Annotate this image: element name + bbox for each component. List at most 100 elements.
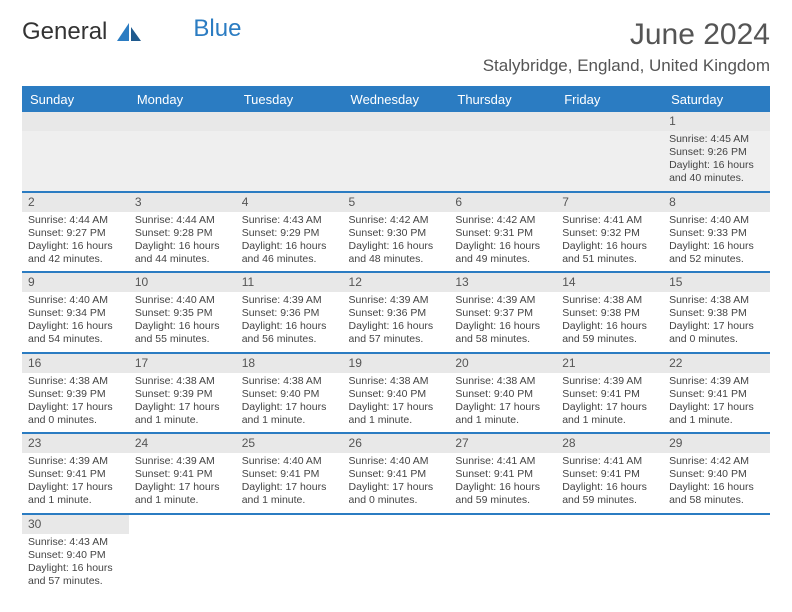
day-number: 13 bbox=[449, 273, 556, 292]
sunset-text: Sunset: 9:40 PM bbox=[28, 549, 123, 562]
daylight1-text: Daylight: 16 hours bbox=[562, 240, 657, 253]
daylight2-text: and 1 minute. bbox=[562, 414, 657, 427]
daylight2-text: and 56 minutes. bbox=[242, 333, 337, 346]
day-number: 26 bbox=[343, 434, 450, 453]
sunset-text: Sunset: 9:39 PM bbox=[28, 388, 123, 401]
weekday-header: Wednesday bbox=[343, 86, 450, 112]
day-number: 25 bbox=[236, 434, 343, 453]
day-number: 17 bbox=[129, 354, 236, 373]
day-number: 16 bbox=[22, 354, 129, 373]
sunset-text: Sunset: 9:30 PM bbox=[349, 227, 444, 240]
day-number: 28 bbox=[556, 434, 663, 453]
day-number: 12 bbox=[343, 273, 450, 292]
day-number: 19 bbox=[343, 354, 450, 373]
calendar-day-cell: 26Sunrise: 4:40 AMSunset: 9:41 PMDayligh… bbox=[343, 433, 450, 514]
day-number: 23 bbox=[22, 434, 129, 453]
calendar-day-cell: 30Sunrise: 4:43 AMSunset: 9:40 PMDayligh… bbox=[22, 514, 129, 594]
calendar-week-row: 1Sunrise: 4:45 AMSunset: 9:26 PMDaylight… bbox=[22, 112, 770, 192]
sunrise-text: Sunrise: 4:40 AM bbox=[349, 455, 444, 468]
day-number bbox=[129, 515, 236, 534]
calendar-day-cell: 18Sunrise: 4:38 AMSunset: 9:40 PMDayligh… bbox=[236, 353, 343, 434]
day-number: 27 bbox=[449, 434, 556, 453]
calendar-week-row: 23Sunrise: 4:39 AMSunset: 9:41 PMDayligh… bbox=[22, 433, 770, 514]
sunset-text: Sunset: 9:34 PM bbox=[28, 307, 123, 320]
day-number bbox=[22, 112, 129, 131]
weekday-header: Saturday bbox=[663, 86, 770, 112]
daylight2-text: and 48 minutes. bbox=[349, 253, 444, 266]
sunset-text: Sunset: 9:29 PM bbox=[242, 227, 337, 240]
day-number: 2 bbox=[22, 193, 129, 212]
sunset-text: Sunset: 9:41 PM bbox=[455, 468, 550, 481]
sunset-text: Sunset: 9:40 PM bbox=[669, 468, 764, 481]
daylight2-text: and 0 minutes. bbox=[28, 414, 123, 427]
daylight2-text: and 57 minutes. bbox=[349, 333, 444, 346]
day-number bbox=[556, 112, 663, 131]
calendar-day-cell: 23Sunrise: 4:39 AMSunset: 9:41 PMDayligh… bbox=[22, 433, 129, 514]
day-number bbox=[343, 112, 450, 131]
calendar-day-cell: 3Sunrise: 4:44 AMSunset: 9:28 PMDaylight… bbox=[129, 192, 236, 273]
daylight1-text: Daylight: 17 hours bbox=[28, 481, 123, 494]
daylight1-text: Daylight: 16 hours bbox=[669, 481, 764, 494]
sunrise-text: Sunrise: 4:45 AM bbox=[669, 133, 764, 146]
sunset-text: Sunset: 9:41 PM bbox=[562, 388, 657, 401]
sunrise-text: Sunrise: 4:41 AM bbox=[455, 455, 550, 468]
day-number: 29 bbox=[663, 434, 770, 453]
sunset-text: Sunset: 9:38 PM bbox=[669, 307, 764, 320]
calendar-day-cell: 17Sunrise: 4:38 AMSunset: 9:39 PMDayligh… bbox=[129, 353, 236, 434]
daylight1-text: Daylight: 16 hours bbox=[455, 481, 550, 494]
calendar-day-cell: 8Sunrise: 4:40 AMSunset: 9:33 PMDaylight… bbox=[663, 192, 770, 273]
daylight1-text: Daylight: 17 hours bbox=[135, 481, 230, 494]
calendar-day-cell: 29Sunrise: 4:42 AMSunset: 9:40 PMDayligh… bbox=[663, 433, 770, 514]
sunrise-text: Sunrise: 4:38 AM bbox=[349, 375, 444, 388]
calendar-day-cell: 21Sunrise: 4:39 AMSunset: 9:41 PMDayligh… bbox=[556, 353, 663, 434]
calendar-day-cell: 28Sunrise: 4:41 AMSunset: 9:41 PMDayligh… bbox=[556, 433, 663, 514]
sunrise-text: Sunrise: 4:38 AM bbox=[242, 375, 337, 388]
sunrise-text: Sunrise: 4:44 AM bbox=[28, 214, 123, 227]
calendar-day-cell: 11Sunrise: 4:39 AMSunset: 9:36 PMDayligh… bbox=[236, 272, 343, 353]
sunset-text: Sunset: 9:41 PM bbox=[135, 468, 230, 481]
calendar-day-cell: 16Sunrise: 4:38 AMSunset: 9:39 PMDayligh… bbox=[22, 353, 129, 434]
sunset-text: Sunset: 9:36 PM bbox=[349, 307, 444, 320]
weekday-header: Thursday bbox=[449, 86, 556, 112]
brand-part1: General bbox=[22, 18, 107, 46]
daylight2-text: and 46 minutes. bbox=[242, 253, 337, 266]
calendar-day-cell bbox=[556, 112, 663, 192]
daylight2-text: and 44 minutes. bbox=[135, 253, 230, 266]
weekday-header: Sunday bbox=[22, 86, 129, 112]
day-number bbox=[449, 112, 556, 131]
daylight2-text: and 59 minutes. bbox=[455, 494, 550, 507]
calendar-day-cell bbox=[449, 514, 556, 594]
daylight2-text: and 40 minutes. bbox=[669, 172, 764, 185]
sail-icon bbox=[115, 21, 143, 43]
daylight1-text: Daylight: 16 hours bbox=[242, 240, 337, 253]
daylight2-text: and 58 minutes. bbox=[669, 494, 764, 507]
calendar-day-cell: 19Sunrise: 4:38 AMSunset: 9:40 PMDayligh… bbox=[343, 353, 450, 434]
header: General Blue June 2024 Stalybridge, Engl… bbox=[22, 18, 770, 76]
calendar-day-cell bbox=[236, 514, 343, 594]
calendar-day-cell: 20Sunrise: 4:38 AMSunset: 9:40 PMDayligh… bbox=[449, 353, 556, 434]
calendar-body: 1Sunrise: 4:45 AMSunset: 9:26 PMDaylight… bbox=[22, 112, 770, 593]
calendar-day-cell: 10Sunrise: 4:40 AMSunset: 9:35 PMDayligh… bbox=[129, 272, 236, 353]
daylight1-text: Daylight: 17 hours bbox=[135, 401, 230, 414]
brand-logo: General Blue bbox=[22, 18, 241, 46]
calendar-day-cell: 22Sunrise: 4:39 AMSunset: 9:41 PMDayligh… bbox=[663, 353, 770, 434]
calendar-day-cell bbox=[129, 514, 236, 594]
day-number: 1 bbox=[663, 112, 770, 131]
sunset-text: Sunset: 9:38 PM bbox=[562, 307, 657, 320]
sunrise-text: Sunrise: 4:43 AM bbox=[242, 214, 337, 227]
title-month: June 2024 bbox=[483, 18, 770, 52]
sunset-text: Sunset: 9:40 PM bbox=[242, 388, 337, 401]
sunset-text: Sunset: 9:41 PM bbox=[669, 388, 764, 401]
calendar-day-cell bbox=[129, 112, 236, 192]
day-number: 21 bbox=[556, 354, 663, 373]
daylight1-text: Daylight: 16 hours bbox=[562, 320, 657, 333]
sunset-text: Sunset: 9:35 PM bbox=[135, 307, 230, 320]
day-number: 10 bbox=[129, 273, 236, 292]
calendar-day-cell: 2Sunrise: 4:44 AMSunset: 9:27 PMDaylight… bbox=[22, 192, 129, 273]
day-number: 5 bbox=[343, 193, 450, 212]
sunrise-text: Sunrise: 4:42 AM bbox=[455, 214, 550, 227]
sunrise-text: Sunrise: 4:38 AM bbox=[455, 375, 550, 388]
sunset-text: Sunset: 9:41 PM bbox=[562, 468, 657, 481]
daylight2-text: and 1 minute. bbox=[28, 494, 123, 507]
calendar-head: Sunday Monday Tuesday Wednesday Thursday… bbox=[22, 86, 770, 112]
